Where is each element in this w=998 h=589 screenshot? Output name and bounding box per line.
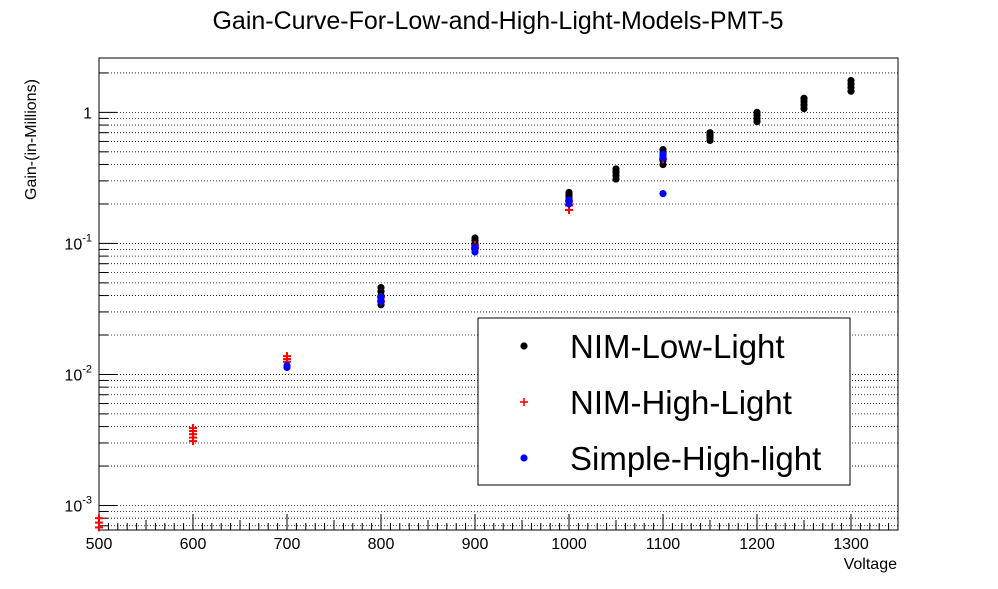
legend-label: NIM-High-Light [570,384,792,421]
legend-box [477,317,851,486]
legend-label: Simple-High-light [570,440,821,477]
data-point [612,165,620,173]
data-point [800,94,808,102]
data-point [706,129,714,137]
legend-marker [520,342,528,350]
chart-title: Gain-Curve-For-Low-and-High-Light-Models… [212,7,783,35]
series-nim-low-light [377,76,855,309]
plot-frame [98,57,899,531]
data-point [471,243,479,251]
axis-ticks [98,72,899,530]
data-point [565,188,573,197]
y-tick-label: 10-1 [64,232,92,253]
y-tick-label: 10-2 [64,363,92,384]
x-tick-label: 900 [462,536,489,553]
series-simple-high-light [283,150,667,372]
x-tick-label: 1300 [833,536,869,553]
legend-marker [520,454,528,462]
legend-marker [520,398,528,406]
x-tick-label: 600 [180,536,207,553]
data-point [283,352,291,361]
data-point [847,76,855,85]
y-tick-label-exponent: -2 [82,363,92,375]
data-points [95,76,855,532]
data-point [659,150,667,158]
data-point [659,189,667,198]
y-tick-label-exponent: -3 [82,494,92,506]
x-tick-label: 700 [274,536,301,553]
x-tick-label: 1200 [739,536,775,553]
y-tick-label-base: 10 [64,367,82,384]
data-point [95,514,103,523]
legend: NIM-Low-Light NIM-High-Light Simple-High-l… [477,317,851,486]
y-tick-labels: 10-310-210-11 [64,105,92,515]
x-tick-label: 1000 [551,536,587,553]
x-tick-label: 500 [86,536,113,553]
data-point [377,293,385,301]
x-axis-label: Voltage [844,556,897,573]
x-tick-label: 800 [368,536,395,553]
legend-label: NIM-Low-Light [570,328,785,365]
y-tick-label: 1 [83,105,92,122]
y-tick-label-exponent: -1 [82,232,92,244]
y-tick-label: 10-3 [64,494,92,515]
data-point [189,424,197,433]
y-tick-label-base: 10 [64,498,82,515]
data-point [283,361,291,370]
y-tick-label-base: 10 [64,236,82,253]
x-tick-label: 1100 [646,536,681,553]
data-point [753,108,761,116]
y-axis-label: Gain-(in-Millions) [23,79,40,200]
x-tick-labels: 500 600 700 800 900 1000 1100 1200 1300 [86,536,869,553]
data-point [377,284,385,292]
data-point [471,234,479,242]
data-point [565,196,573,204]
